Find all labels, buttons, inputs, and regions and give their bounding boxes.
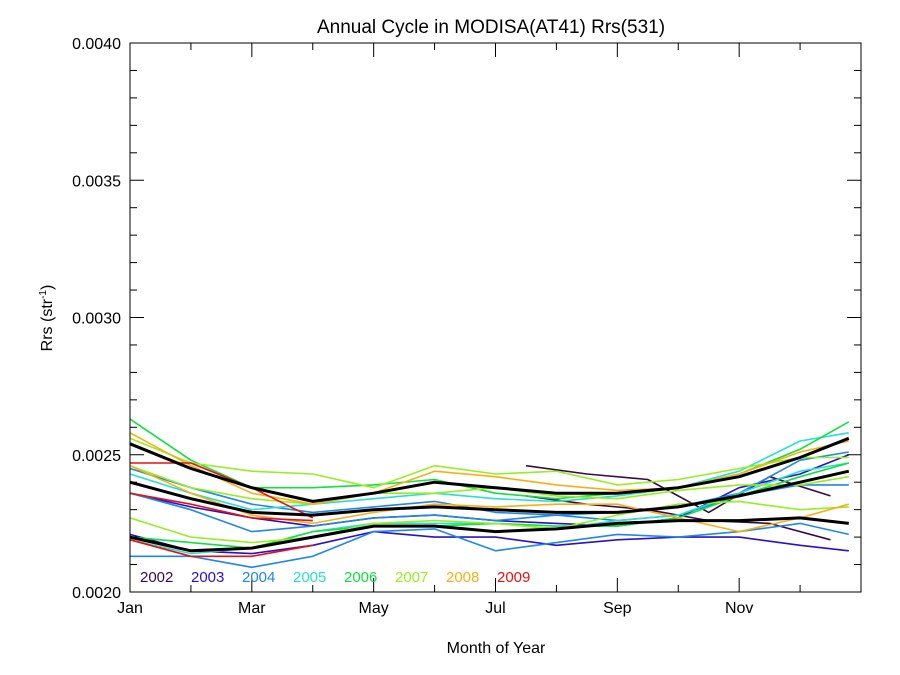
x-tick-label: Sep — [603, 600, 632, 617]
y-axis-label-tail: ) — [39, 285, 56, 290]
y-tick-label: 0.0020 — [72, 585, 121, 602]
legend-entry-2007: 2007 — [395, 569, 428, 586]
x-tick-label: Jan — [117, 600, 143, 617]
legend-entry-2002: 2002 — [140, 569, 173, 586]
axis-ticks — [129, 42, 861, 593]
series-line-summary-2 — [129, 469, 850, 517]
series-line-2004-1 — [130, 522, 849, 569]
y-tick-label: 0.0030 — [72, 311, 121, 328]
legend-entry-2004: 2004 — [242, 569, 275, 586]
y-tick-label: 0.0025 — [72, 448, 121, 465]
x-axis-label: Month of Year — [447, 640, 546, 657]
series-line-2009-3 — [129, 539, 313, 558]
y-axis-label-main: Rrs (str — [39, 298, 56, 351]
series-line-2009-1 — [130, 462, 314, 519]
legend: 2002 2003 2004 2005 2006 2007 2008 2009 — [140, 569, 530, 586]
legend-entry-2003: 2003 — [191, 569, 224, 586]
series-line-2005-1 — [129, 432, 849, 511]
series-line-summary-3 — [129, 516, 849, 553]
series-line-2007-2 — [129, 500, 849, 544]
series-line-summary-1 — [129, 436, 850, 503]
series-line-2007-1 — [129, 437, 849, 489]
x-tick-label: Mar — [238, 600, 266, 617]
x-tick-label: Nov — [725, 600, 753, 617]
plot-lines — [129, 418, 850, 569]
x-tick-labels: Jan Mar May Jul Sep Nov — [117, 600, 753, 617]
x-tick-label: May — [359, 600, 389, 617]
legend-entry-2009: 2009 — [497, 569, 530, 586]
chart-title: Annual Cycle in MODISA(AT41) Rrs(531) — [317, 17, 665, 38]
series-line-2002-1 — [525, 464, 831, 514]
legend-entry-2006: 2006 — [344, 569, 377, 586]
y-axis-label-superscript: -1 — [38, 290, 49, 299]
series-line-2009-2 — [129, 492, 313, 522]
legend-entry-2008: 2008 — [446, 569, 479, 586]
series-line-2008-1 — [129, 432, 849, 505]
series-line-2008-2 — [129, 464, 850, 533]
y-tick-label: 0.0040 — [72, 36, 121, 53]
y-tick-label: 0.0035 — [72, 173, 121, 190]
series-line-2003-2 — [129, 530, 849, 555]
legend-entry-2005: 2005 — [293, 569, 326, 586]
y-axis-label: Rrs (str-1) — [38, 285, 56, 352]
y-tick-labels: 0.0020 0.0025 0.0030 0.0035 0.0040 — [72, 36, 121, 602]
x-tick-label: Jul — [485, 600, 505, 617]
